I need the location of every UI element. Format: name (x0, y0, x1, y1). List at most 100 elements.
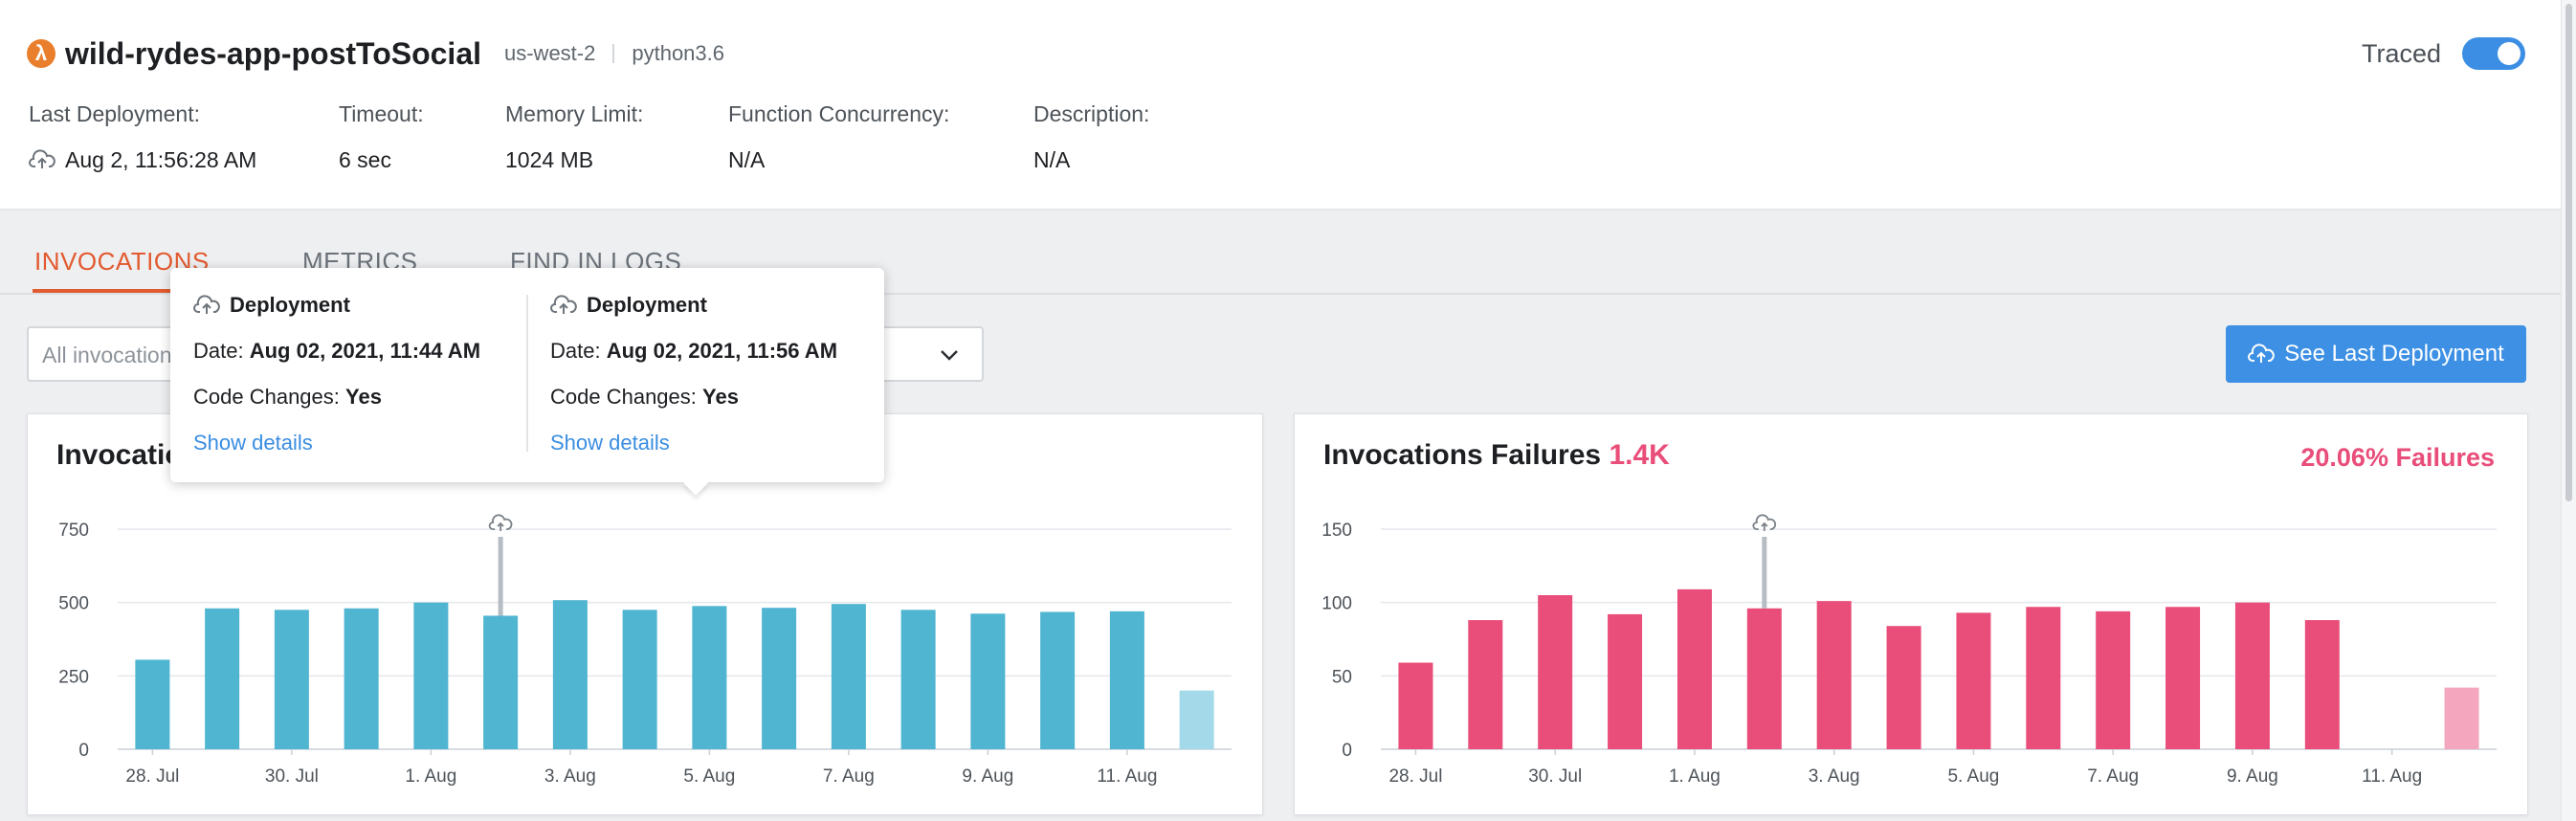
x-tick-label: 5. Aug (683, 766, 735, 787)
bar[interactable] (692, 606, 727, 749)
deployment-code-changes: Code Changes: Yes (550, 385, 739, 410)
toggle-knob (2498, 42, 2521, 65)
deployment-title: Deployment (587, 293, 707, 317)
x-tick-label: 1. Aug (1669, 766, 1721, 787)
show-details-link[interactable]: Show details (193, 431, 313, 455)
bar[interactable] (2096, 610, 2131, 749)
bar[interactable] (1886, 626, 1921, 749)
bar[interactable] (1608, 613, 1643, 749)
y-tick-label: 0 (78, 741, 89, 761)
date-label: Date: (193, 339, 244, 363)
failures-panel: Invocations Failures 1.4K 20.06% Failure… (1294, 413, 2528, 815)
deployment-date: Date: Aug 02, 2021, 11:56 AM (550, 339, 837, 364)
bar[interactable] (1040, 611, 1076, 749)
deployment-marker-icon[interactable] (488, 514, 513, 531)
deployment-marker-icon[interactable] (1752, 514, 1777, 531)
y-tick-label: 150 (1321, 521, 1352, 541)
y-tick-label: 500 (58, 594, 89, 614)
traced-label: Traced (2362, 38, 2442, 68)
bar[interactable] (762, 608, 797, 749)
deployment-heading: Deployment (550, 293, 707, 318)
runtime-tag: python3.6 (632, 41, 724, 65)
y-tick-label: 250 (58, 667, 89, 687)
see-last-deployment-label: See Last Deployment (2284, 341, 2504, 366)
date-value: Aug 02, 2021, 11:44 AM (249, 339, 481, 363)
region-tag: us-west-2 (504, 41, 596, 65)
x-tick-label: 5. Aug (1947, 766, 1999, 787)
bar[interactable] (831, 604, 866, 749)
x-tick-label: 28. Jul (1388, 766, 1442, 787)
page-scrollbar[interactable] (2561, 0, 2576, 821)
chevron-down-icon (941, 350, 958, 361)
x-tick-label: 11. Aug (1097, 766, 1157, 787)
field-timeout: Timeout: 6 sec (339, 101, 424, 174)
y-tick-label: 50 (1332, 667, 1352, 687)
code-label: Code Changes: (193, 385, 340, 409)
date-value: Aug 02, 2021, 11:56 AM (606, 339, 838, 363)
deployment-card: Deployment Date: Aug 02, 2021, 11:44 AM … (170, 268, 526, 482)
bar[interactable] (1109, 610, 1144, 749)
bar[interactable] (483, 615, 519, 749)
bar[interactable] (413, 602, 449, 749)
cloud-upload-icon (29, 149, 56, 168)
failures-title: Invocations Failures (1323, 439, 1602, 471)
scrollbar-thumb[interactable] (2565, 4, 2572, 501)
deployment-card: Deployment Date: Aug 02, 2021, 11:56 AM … (527, 268, 883, 482)
cloud-upload-icon (2248, 344, 2276, 363)
bar[interactable] (344, 608, 379, 749)
field-label: Memory Limit: (505, 101, 644, 126)
x-tick-label: 3. Aug (1809, 766, 1860, 787)
bar[interactable] (1538, 595, 1573, 749)
bar[interactable] (205, 608, 240, 749)
failures-count: 1.4K (1609, 439, 1670, 471)
bar[interactable] (135, 659, 170, 749)
see-last-deployment-button[interactable]: See Last Deployment (2226, 325, 2526, 383)
date-label: Date: (550, 339, 601, 363)
x-tick-label: 9. Aug (2227, 766, 2278, 787)
deployment-code-changes: Code Changes: Yes (193, 385, 382, 410)
deployment-date: Date: Aug 02, 2021, 11:44 AM (193, 339, 480, 364)
field-function-concurrency: Function Concurrency: N/A (728, 101, 949, 174)
x-tick-label: 30. Jul (1528, 766, 1582, 787)
bar[interactable] (1468, 620, 1503, 749)
active-tab-indicator (33, 289, 207, 293)
cloud-upload-icon (550, 295, 577, 314)
code-value: Yes (345, 385, 382, 409)
field-value: 6 sec (339, 146, 391, 172)
bar[interactable] (1398, 662, 1433, 749)
bar[interactable] (1677, 588, 1712, 749)
bar[interactable] (2444, 687, 2479, 749)
bar[interactable] (2234, 602, 2270, 749)
panel-title: Invocations Failures 1.4K (1323, 439, 1670, 472)
field-value: N/A (1033, 146, 1071, 172)
bar[interactable] (1956, 612, 1991, 749)
field-description: Description: N/A (1033, 101, 1149, 174)
field-last-deployment: Last Deployment: Aug 2, 11:56:28 AM (29, 101, 256, 174)
x-tick-label: 7. Aug (2087, 766, 2139, 787)
bar[interactable] (2304, 620, 2340, 749)
function-name: wild-rydes-app-postToSocial (65, 35, 481, 71)
lambda-icon: λ (27, 39, 56, 68)
bar[interactable] (970, 613, 1006, 749)
x-tick-label: 11. Aug (2362, 766, 2422, 787)
bar[interactable] (2026, 607, 2061, 749)
field-memory-limit: Memory Limit: 1024 MB (505, 101, 643, 174)
bar[interactable] (1746, 608, 1782, 749)
bar[interactable] (274, 610, 309, 749)
failure-rate: 20.06% Failures (2300, 443, 2495, 472)
bar[interactable] (1179, 690, 1214, 749)
title-row: λ wild-rydes-app-postToSocial us-west-2 … (27, 33, 724, 75)
show-details-link[interactable]: Show details (550, 431, 670, 455)
traced-toggle[interactable] (2462, 37, 2526, 70)
cloud-upload-icon (193, 295, 220, 314)
y-tick-label: 100 (1321, 594, 1352, 614)
bar[interactable] (622, 610, 657, 749)
bar[interactable] (552, 600, 588, 749)
code-value: Yes (702, 385, 739, 409)
bar[interactable] (1816, 601, 1852, 749)
last-deployment-value: Aug 2, 11:56:28 AM (65, 146, 257, 172)
bar[interactable] (2165, 607, 2201, 749)
y-tick-label: 750 (58, 521, 89, 541)
bar[interactable] (900, 610, 936, 749)
traced-control: Traced (2362, 33, 2526, 75)
